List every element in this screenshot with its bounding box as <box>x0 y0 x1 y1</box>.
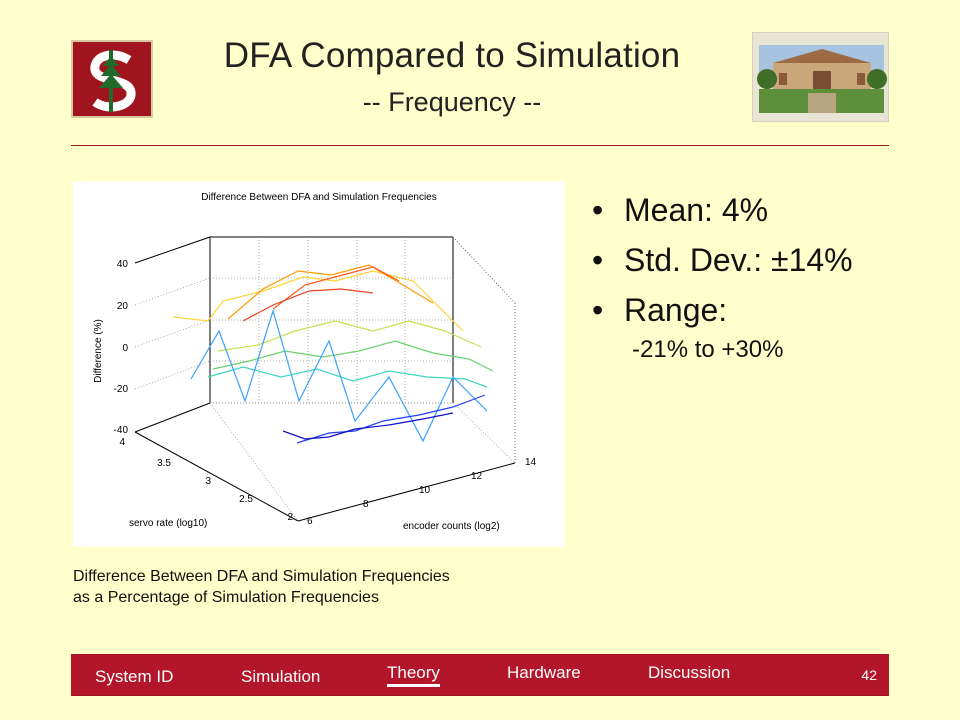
surface-line <box>296 394 486 444</box>
surface-chart-svg: Difference Between DFA and Simulation Fr… <box>93 192 537 532</box>
surface-line <box>172 270 464 332</box>
z-tick-label: -40 <box>114 425 129 436</box>
bullet-dot-icon: • <box>592 192 604 228</box>
z-tick-label: -20 <box>114 384 129 395</box>
x-axis-label: servo rate (log10) <box>129 518 207 529</box>
bullet-text: Range: <box>624 292 728 328</box>
chart-title: Difference Between DFA and Simulation Fr… <box>201 192 437 203</box>
z-tick-label: 20 <box>117 301 129 312</box>
nav-theory[interactable]: Theory <box>387 663 440 687</box>
slide-title: DFA Compared to Simulation <box>223 36 681 75</box>
surface-line <box>227 264 434 320</box>
bullet-text: Mean: 4% <box>624 192 769 228</box>
chart-grid <box>134 237 516 522</box>
z-tick-label: 0 <box>122 343 128 354</box>
bullet-dot-icon: • <box>592 242 604 278</box>
y-tick-label: 6 <box>307 516 313 527</box>
z-tick-label: 40 <box>117 259 129 270</box>
bullet-list: • Mean: 4% • Std. Dev.: ±14% • Range: -2… <box>592 190 912 364</box>
bullet-text: Std. Dev.: ±14% <box>624 242 853 278</box>
x-tick-label: 2 <box>287 512 293 523</box>
x-tick-label: 4 <box>119 437 125 448</box>
y-ticks: 6 8 10 12 14 <box>307 457 537 527</box>
caption-line: Difference Between DFA and Simulation Fr… <box>73 568 450 585</box>
surface-line <box>212 340 494 372</box>
y-tick-label: 10 <box>419 485 431 496</box>
surface-line <box>217 320 482 352</box>
surface-chart: Difference Between DFA and Simulation Fr… <box>73 181 565 547</box>
campus-photo-icon <box>753 33 888 121</box>
campus-photo <box>752 32 889 122</box>
x-tick-label: 3 <box>205 476 211 487</box>
y-tick-label: 8 <box>363 499 369 510</box>
surface-mesh <box>172 264 494 444</box>
surface-line <box>190 308 488 443</box>
nav-discussion[interactable]: Discussion <box>648 663 731 682</box>
chart-caption: Difference Between DFA and Simulation Fr… <box>73 566 593 608</box>
surface-line <box>272 266 400 310</box>
x-tick-label: 2.5 <box>239 494 253 505</box>
stanford-logo <box>71 40 153 118</box>
nav-system-id[interactable]: System ID <box>95 667 174 686</box>
surface-line <box>282 412 454 440</box>
bullet-item: • Std. Dev.: ±14% <box>592 240 912 280</box>
slide-subtitle: -- Frequency -- <box>362 87 542 117</box>
caption-line: as a Percentage of Simulation Frequencie… <box>73 589 379 606</box>
x-ticks: 4 3.5 3 2.5 2 <box>119 437 293 523</box>
bullet-dot-icon: • <box>592 292 604 328</box>
bullet-item: • Range: <box>592 290 912 330</box>
bullet-item: • Mean: 4% <box>592 190 912 230</box>
sub-bullet: -21% to +30% <box>632 336 784 363</box>
title-divider <box>71 145 889 146</box>
y-tick-label: 14 <box>525 457 537 468</box>
nav-hardware[interactable]: Hardware <box>507 663 581 682</box>
x-tick-label: 3.5 <box>157 458 171 469</box>
stanford-s-logo-icon <box>90 50 136 112</box>
page-number: 42 <box>861 667 877 683</box>
footer-nav-bar: System ID Simulation Theory Hardware Dis… <box>71 654 889 696</box>
z-ticks: 40 20 0 -20 -40 <box>114 259 129 436</box>
nav-simulation[interactable]: Simulation <box>241 667 321 686</box>
y-axis-label: encoder counts (log2) <box>403 521 500 532</box>
y-tick-label: 12 <box>471 471 483 482</box>
z-axis-label: Difference (%) <box>93 319 104 383</box>
surface-line <box>242 288 374 322</box>
